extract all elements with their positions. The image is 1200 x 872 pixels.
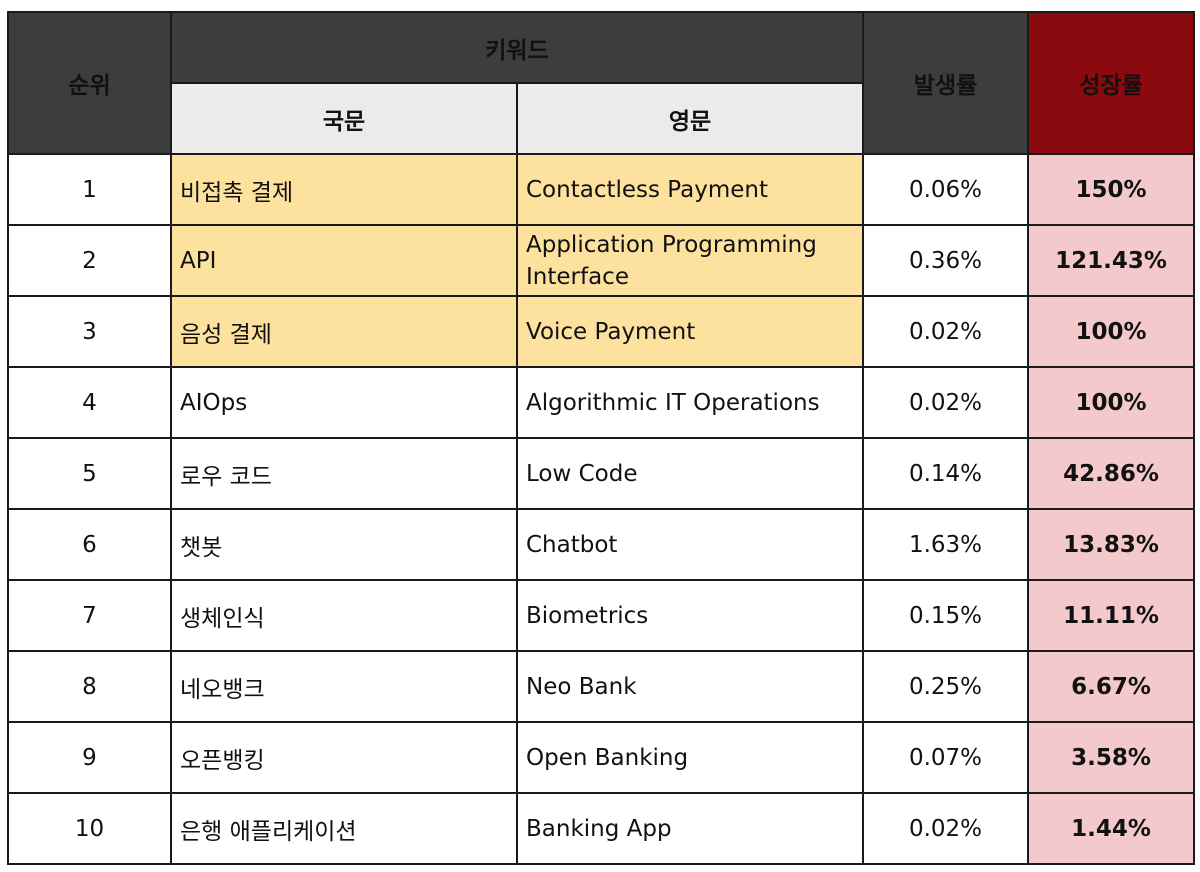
english-keyword-cell: Banking App bbox=[515, 792, 865, 865]
korean-subheader: 국문 bbox=[170, 82, 518, 155]
table-row: 5 로우 코드 Low Code 0.14% 42.86% bbox=[7, 437, 1196, 510]
growth-cell: 13.83% bbox=[1027, 508, 1196, 581]
english-keyword-cell: Algorithmic IT Operations bbox=[515, 366, 865, 439]
korean-keyword-cell: AIOps bbox=[170, 366, 518, 439]
rank-cell: 6 bbox=[7, 508, 172, 581]
table-row: 4 AIOps Algorithmic IT Operations 0.02% 100% bbox=[7, 366, 1196, 439]
growth-cell: 100% bbox=[1027, 295, 1196, 368]
korean-keyword-cell: 네오뱅크 bbox=[170, 650, 518, 723]
growth-cell: 3.58% bbox=[1027, 721, 1196, 794]
growth-cell: 42.86% bbox=[1027, 437, 1196, 510]
rank-cell: 2 bbox=[7, 224, 172, 297]
korean-keyword-cell: 오픈뱅킹 bbox=[170, 721, 518, 794]
english-keyword-cell: Neo Bank bbox=[515, 650, 865, 723]
korean-keyword-cell: 챗봇 bbox=[170, 508, 518, 581]
table-row: 1 비접촉 결제 Contactless Payment 0.06% 150% bbox=[7, 153, 1196, 226]
growth-cell: 100% bbox=[1027, 366, 1196, 439]
growth-cell: 11.11% bbox=[1027, 579, 1196, 652]
english-keyword-cell: Open Banking bbox=[515, 721, 865, 794]
table-row: 2 API Application Programming Interface 0.3… bbox=[7, 224, 1196, 297]
rank-cell: 9 bbox=[7, 721, 172, 794]
korean-keyword-cell: 비접촉 결제 bbox=[170, 153, 518, 226]
growth-cell: 1.44% bbox=[1027, 792, 1196, 865]
keyword-header: 키워드 bbox=[169, 11, 865, 84]
rank-cell: 4 bbox=[7, 366, 172, 439]
korean-keyword-cell: 로우 코드 bbox=[170, 437, 518, 510]
rate-cell: 0.25% bbox=[862, 650, 1030, 723]
table-row: 9 오픈뱅킹 Open Banking 0.07% 3.58% bbox=[7, 721, 1196, 794]
rank-header: 순위 bbox=[7, 11, 172, 155]
rate-cell: 0.02% bbox=[862, 295, 1030, 368]
english-keyword-cell: Low Code bbox=[515, 437, 865, 510]
rank-cell: 8 bbox=[7, 650, 172, 723]
english-subheader: 영문 bbox=[515, 82, 865, 155]
rate-cell: 0.14% bbox=[862, 437, 1030, 510]
rank-cell: 3 bbox=[7, 295, 172, 368]
keyword-ranking-table: 순위 키워드 발생률 성장률 국문 영문 1 비접촉 결제 Contactless … bbox=[7, 11, 1196, 865]
english-keyword-cell: Chatbot bbox=[515, 508, 865, 581]
korean-keyword-cell: 생체인식 bbox=[170, 579, 518, 652]
table-row: 10 은행 애플리케이션 Banking App 0.02% 1.44% bbox=[7, 792, 1196, 865]
english-keyword-cell: Application Programming Interface bbox=[515, 224, 865, 297]
growth-header: 성장률 bbox=[1027, 11, 1196, 155]
rank-cell: 1 bbox=[7, 153, 172, 226]
korean-keyword-cell: 은행 애플리케이션 bbox=[170, 792, 518, 865]
english-keyword-cell: Contactless Payment bbox=[515, 153, 865, 226]
korean-keyword-cell: 음성 결제 bbox=[170, 295, 518, 368]
rate-cell: 0.02% bbox=[862, 792, 1030, 865]
rate-cell: 1.63% bbox=[862, 508, 1030, 581]
rate-cell: 0.02% bbox=[862, 366, 1030, 439]
table-row: 8 네오뱅크 Neo Bank 0.25% 6.67% bbox=[7, 650, 1196, 723]
english-keyword-cell: Biometrics bbox=[515, 579, 865, 652]
rate-header: 발생률 bbox=[862, 11, 1030, 155]
rate-cell: 0.15% bbox=[862, 579, 1030, 652]
rate-cell: 0.06% bbox=[862, 153, 1030, 226]
rate-cell: 0.07% bbox=[862, 721, 1030, 794]
english-keyword-cell: Voice Payment bbox=[515, 295, 865, 368]
growth-cell: 6.67% bbox=[1027, 650, 1196, 723]
table-row: 6 챗봇 Chatbot 1.63% 13.83% bbox=[7, 508, 1196, 581]
korean-keyword-cell: API bbox=[170, 224, 518, 297]
growth-cell: 121.43% bbox=[1027, 224, 1196, 297]
rank-cell: 10 bbox=[7, 792, 172, 865]
table-row: 7 생체인식 Biometrics 0.15% 11.11% bbox=[7, 579, 1196, 652]
rank-cell: 5 bbox=[7, 437, 172, 510]
rank-cell: 7 bbox=[7, 579, 172, 652]
growth-cell: 150% bbox=[1027, 153, 1196, 226]
table-row: 3 음성 결제 Voice Payment 0.02% 100% bbox=[7, 295, 1196, 368]
rate-cell: 0.36% bbox=[862, 224, 1030, 297]
